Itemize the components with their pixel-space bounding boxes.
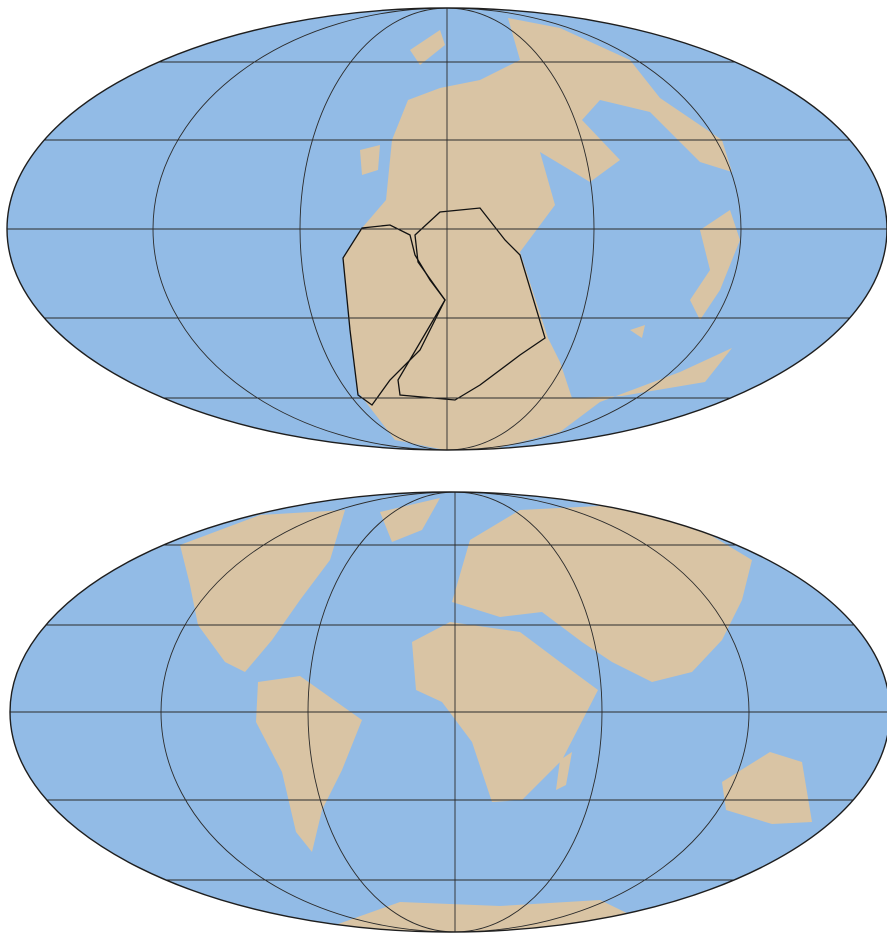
australia [722, 752, 812, 824]
map-border [9, 491, 887, 933]
landmass [690, 210, 740, 320]
plate-outline [397, 207, 546, 401]
madagascar [556, 752, 572, 790]
landmass [410, 30, 445, 65]
landmass [343, 18, 732, 450]
greenland [380, 498, 440, 542]
landmass [630, 325, 645, 338]
pangaea-map [6, 7, 887, 451]
plate-outline [342, 224, 446, 406]
south-america [256, 676, 362, 852]
eurasia [452, 505, 752, 682]
present-day-map [9, 491, 887, 933]
map-border [6, 7, 887, 451]
north-america [180, 510, 345, 672]
landmass [360, 145, 380, 175]
